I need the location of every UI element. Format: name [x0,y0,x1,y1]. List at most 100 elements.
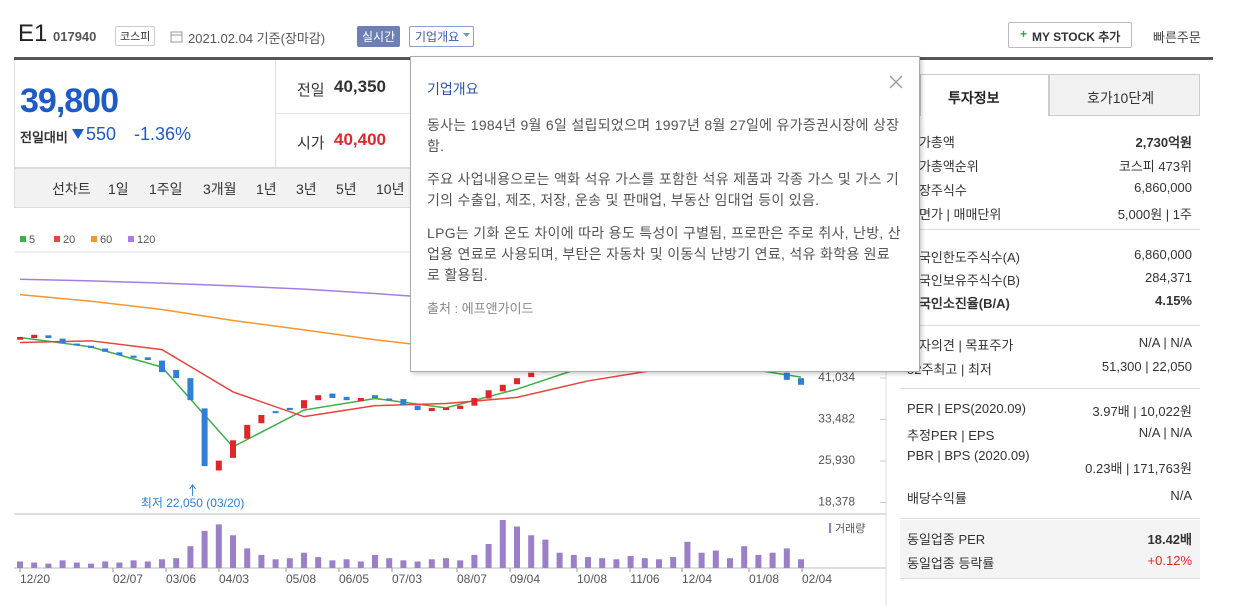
info-label: 배당수익률 [907,491,967,506]
volume-bar [499,520,506,568]
change-rate: -1.36% [134,124,192,144]
popup-source: 출처 : 에프앤가이드 [427,301,534,316]
period-tab[interactable]: 10년 [376,181,405,197]
volume-bar [542,539,549,568]
volume-bar [130,560,137,568]
volume-bar [414,561,421,568]
volume-bar [258,554,265,568]
info-tab-label[interactable]: 투자정보 [948,90,1000,106]
candle [59,338,66,344]
x-tick-label: 09/04 [510,572,540,586]
candle [244,424,251,439]
info-tab-label[interactable]: 호가10단계 [1087,90,1155,106]
divider [900,578,1200,579]
volume-icon [829,523,831,533]
divider [900,325,1200,326]
stock-name: E1 [18,20,48,47]
mystock-label: MY STOCK 추가 [1032,30,1121,44]
volume-bar [528,535,535,568]
volume-bar [159,559,165,568]
info-label: 외국인한도주식수(A) [907,250,1021,265]
plus-icon: + [1020,27,1028,41]
info-value: 6,860,000 [1134,247,1192,262]
x-tick-label: 07/03 [392,572,422,586]
candle [315,395,322,401]
info-value: N/A | N/A [1138,335,1192,350]
info-tab-active[interactable] [920,74,1049,116]
info-value: 51,300 | 22,050 [1101,359,1192,374]
volume-bar [599,558,606,568]
period-tab[interactable]: 1주일 [149,181,183,197]
info-value: 5,000원 | 1주 [1117,207,1192,222]
volume-bar [656,559,662,568]
market-badge: 코스피 [115,26,156,46]
info-label: 액면가 | 매매단위 [907,207,1002,222]
period-tab[interactable]: 3개월 [203,181,237,197]
overview-popup: 기업개요 동사는 1984년 9월 6일 설립되었으며 1997년 8월 27일… [410,56,920,372]
volume-bar [783,548,790,568]
volume-bar [485,544,492,568]
volume-bar [428,559,435,568]
candle [457,405,464,409]
period-tab[interactable]: 1일 [108,181,129,197]
volume-bar [443,558,449,568]
popup-title: 기업개요 [427,81,479,97]
info-label: 시가총액순위 [907,159,979,174]
candle [116,352,123,356]
volume-bar [31,562,38,568]
candle [514,378,520,385]
candle [31,334,38,339]
base-date: 2021.02.04 기준(장마감) [188,31,326,46]
candle [45,335,52,339]
close-button[interactable] [889,75,903,89]
x-tick-label: 12/04 [682,572,712,586]
candle [528,372,535,378]
volume-bar [315,557,322,568]
candle [201,408,208,467]
volume-bar [102,561,109,568]
legend-swatch [20,236,26,242]
info-value: 2,730억원 [1135,135,1192,150]
volume-bar [769,552,776,568]
candle [301,400,307,409]
info-label: 동일업종 PER [907,532,986,547]
volume-bar [698,552,705,568]
volume-bar [727,558,733,568]
volume-bar [357,561,364,568]
candle [17,336,23,340]
legend-label: 5 [29,234,35,246]
candle [485,390,492,399]
volume-bar [301,552,307,568]
volume-bar [215,524,222,568]
period-tab[interactable]: 선차트 [52,181,91,197]
quick-order[interactable]: 빠른주문 [1153,30,1201,45]
legend-label: 60 [100,234,112,246]
annotation-arrow [189,484,196,496]
down-triangle [72,129,84,139]
volume-bar [514,526,520,568]
info-value: 4.15% [1155,293,1192,308]
candle [386,398,393,401]
x-tick-label: 03/06 [166,572,196,586]
volume-bar [187,546,194,568]
candle [471,397,478,406]
candle [159,360,165,373]
info-label: 52주최고 | 최저 [907,362,992,377]
volume-bar [88,563,94,568]
period-tab[interactable]: 1년 [256,181,277,197]
sector-box [900,520,1200,578]
legend-swatch [54,236,60,242]
divider [275,60,276,168]
mystock-button[interactable] [1008,22,1132,48]
realtime-button[interactable]: 실시간 [357,26,401,47]
volume-bar [173,558,180,568]
volume-bar [755,554,762,568]
volume-bar [556,552,563,568]
period-tab[interactable]: 5년 [336,181,357,197]
prev-label: 전일 [297,82,325,99]
volume-bar [244,548,251,568]
overview-button[interactable]: 기업개요 [409,26,475,47]
period-tab[interactable]: 3년 [296,181,317,197]
info-tab[interactable] [1049,74,1200,116]
